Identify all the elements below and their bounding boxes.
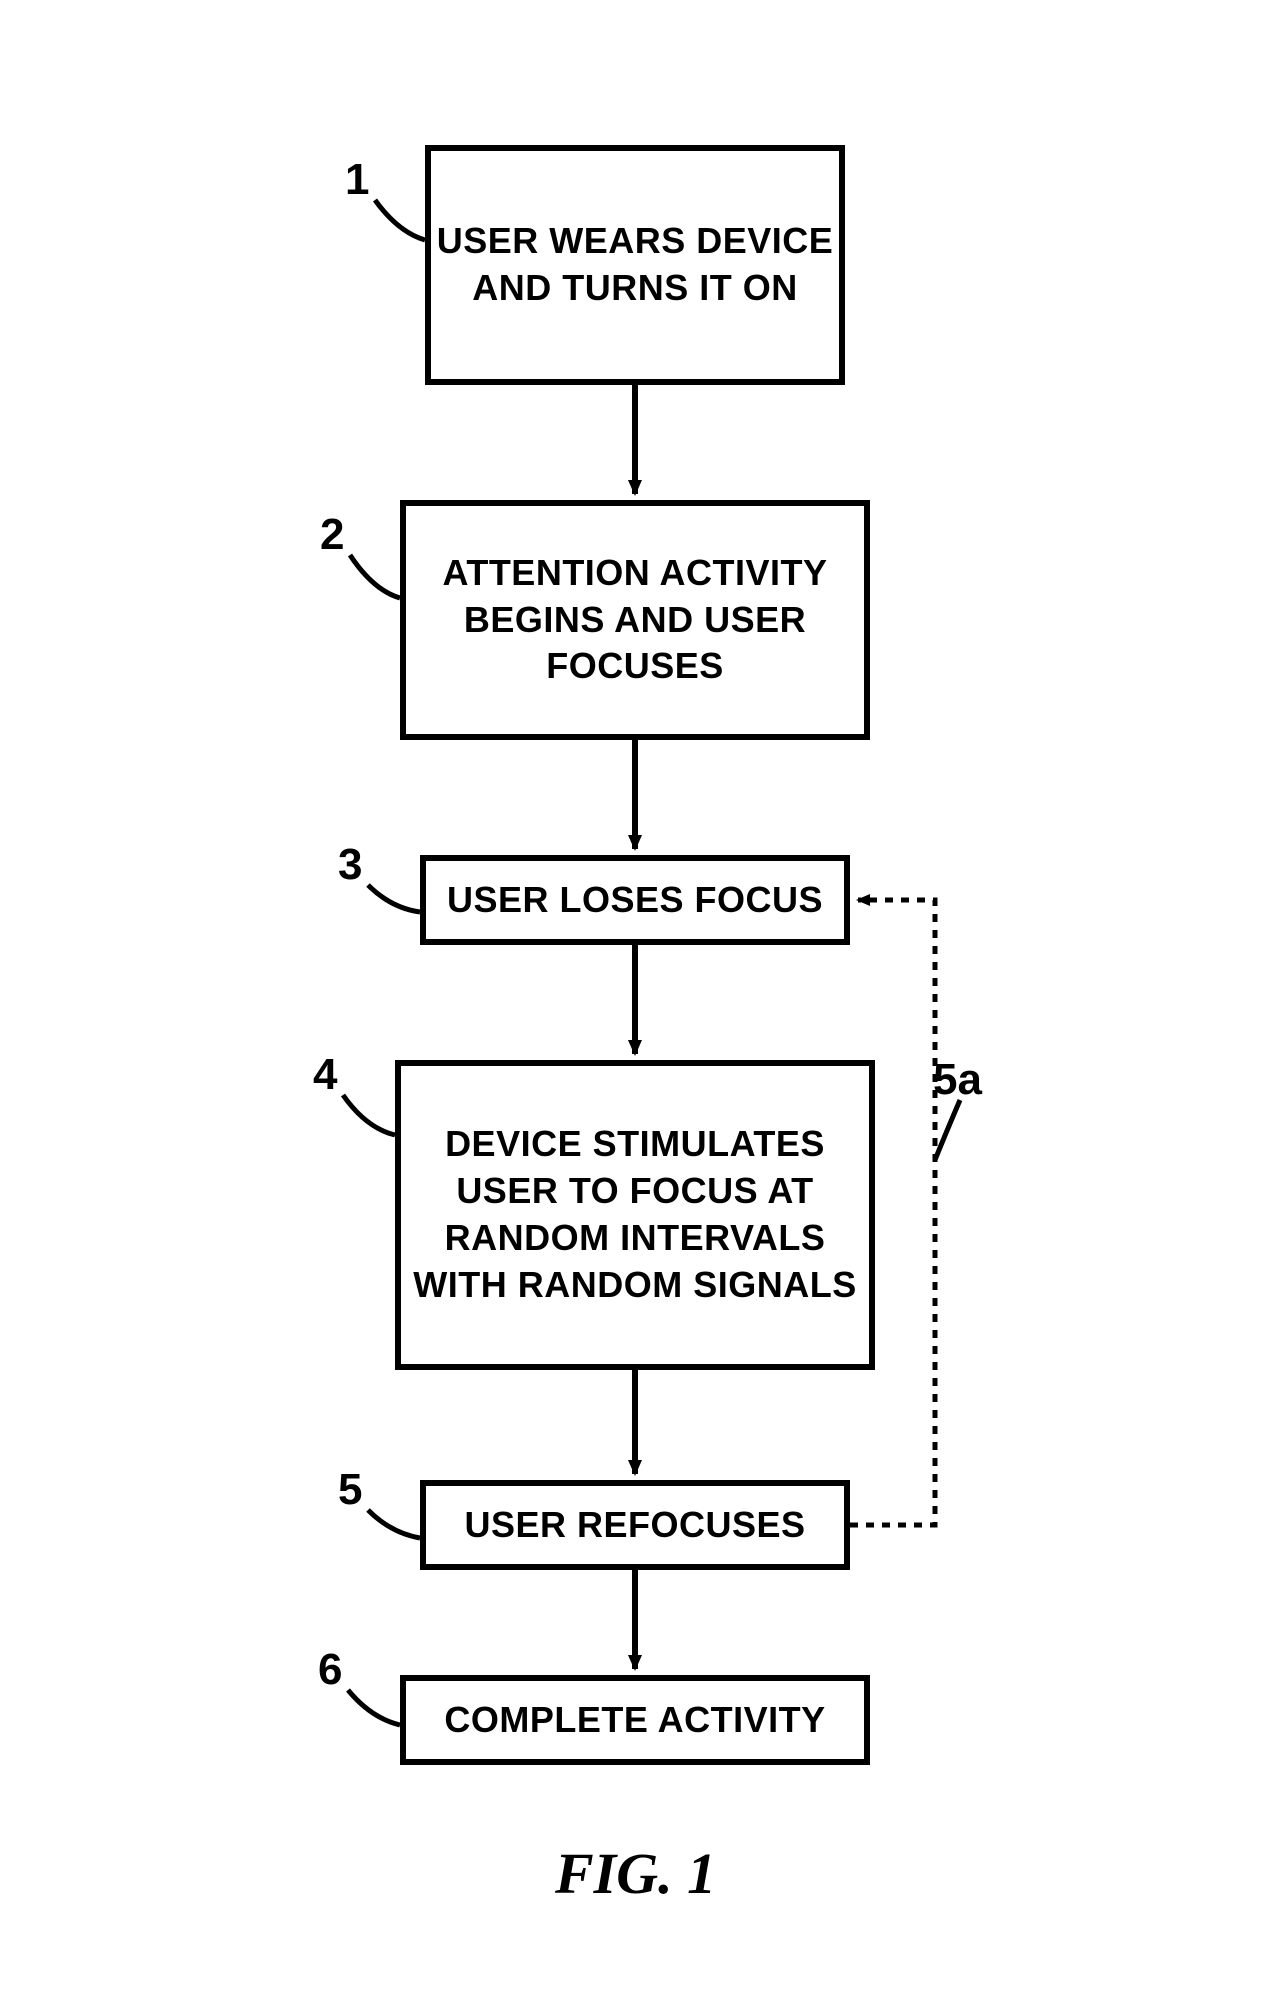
leader-4 — [343, 1095, 395, 1135]
flow-node-text: COMPLETE ACTIVITY — [444, 1697, 825, 1744]
leader-5a — [935, 1100, 960, 1160]
leader-6 — [348, 1690, 400, 1725]
flow-node-text: USER LOSES FOCUS — [447, 877, 823, 924]
figure-label: FIG. 1 — [555, 1840, 716, 1907]
ref-label-3: 3 — [338, 840, 362, 890]
ref-label-2: 2 — [320, 510, 344, 560]
flow-node-2: ATTENTION ACTIVITY BEGINS AND USER FOCUS… — [400, 500, 870, 740]
ref-label-4: 4 — [313, 1050, 337, 1100]
leader-5 — [368, 1510, 420, 1538]
ref-label-6: 6 — [318, 1645, 342, 1695]
flowchart-canvas: USER WEARS DEVICE AND TURNS IT ON ATTENT… — [0, 0, 1269, 1999]
ref-label-1: 1 — [345, 155, 369, 205]
leader-2 — [350, 555, 400, 598]
leader-3 — [368, 885, 420, 912]
leader-1 — [375, 200, 425, 240]
flow-node-4: DEVICE STIMULATES USER TO FOCUS AT RANDO… — [395, 1060, 875, 1370]
flow-node-text: USER WEARS DEVICE AND TURNS IT ON — [431, 218, 839, 312]
flow-node-text: DEVICE STIMULATES USER TO FOCUS AT RANDO… — [401, 1121, 869, 1308]
flow-node-text: ATTENTION ACTIVITY BEGINS AND USER FOCUS… — [406, 550, 864, 690]
flow-node-1: USER WEARS DEVICE AND TURNS IT ON — [425, 145, 845, 385]
ref-label-5: 5 — [338, 1465, 362, 1515]
ref-label-5a: 5a — [933, 1055, 982, 1105]
flow-node-5: USER REFOCUSES — [420, 1480, 850, 1570]
flow-node-6: COMPLETE ACTIVITY — [400, 1675, 870, 1765]
flow-node-3: USER LOSES FOCUS — [420, 855, 850, 945]
flow-node-text: USER REFOCUSES — [464, 1502, 805, 1549]
